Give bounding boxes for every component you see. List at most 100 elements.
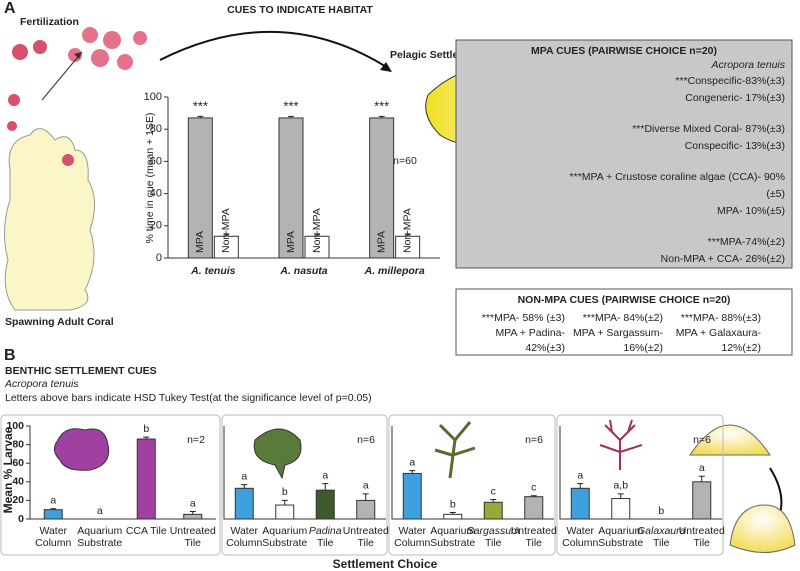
error-bar: [223, 233, 230, 237]
chart-subtitle: Acropora tenuis: [4, 378, 79, 390]
x-tick-label: Aquarium: [598, 525, 643, 537]
bar: [183, 513, 203, 520]
y-axis-label: Mean % Larvae: [1, 426, 15, 513]
series-label: Non-MPA: [311, 208, 323, 253]
box-line: MPA- 10%(±5): [717, 205, 785, 217]
box-line: ***MPA- 58% (±3): [482, 312, 565, 324]
significance-letter: a: [577, 469, 583, 481]
error-bar: [197, 115, 204, 118]
significance-letter: a: [241, 470, 247, 482]
box-line: Congeneric- 17%(±3): [685, 92, 785, 104]
header: CUES TO INDICATE HABITAT: [227, 4, 373, 16]
x-tick-label: Tile: [184, 537, 201, 549]
x-tick-label: Galaxaura: [637, 525, 686, 537]
y-tick-label: 40: [150, 188, 162, 200]
significance-letter: b: [450, 498, 456, 510]
significance-letter: b: [143, 423, 149, 435]
x-tick-label: A. millepora: [364, 265, 425, 277]
x-tick-label: Column: [35, 537, 71, 549]
x-tick-label: Untreated: [511, 525, 557, 537]
series-label: Non-MPA: [401, 208, 413, 253]
x-tick-label: Tile: [653, 537, 670, 549]
box-line: 16%(±2): [623, 342, 663, 354]
box-subtitle: Acropora tenuis: [710, 59, 785, 71]
significance-letter: a: [97, 505, 103, 517]
bar: [356, 499, 376, 520]
bar: [43, 509, 63, 520]
x-tick-label: Untreated: [170, 525, 216, 537]
panel-label: A: [4, 0, 16, 17]
significance-letter: c: [531, 482, 536, 494]
y-tick-label: 0: [18, 513, 24, 525]
significance-letter: a: [409, 456, 415, 468]
bar: [443, 513, 463, 520]
bar: [692, 481, 712, 520]
illustration-label: Fertilization: [20, 16, 79, 28]
error-bar: [322, 483, 329, 491]
error-bar: [530, 495, 537, 497]
box-line: MPA + Galaxaura-: [676, 327, 762, 339]
y-tick-label: 100: [6, 420, 24, 432]
error-bar: [281, 499, 288, 506]
chart-title: BENTHIC SETTLEMENT CUES: [5, 365, 157, 377]
error-bar: [50, 508, 57, 510]
box-line: MPA + Sargassum-: [573, 327, 663, 339]
mpa-box: [455, 39, 793, 269]
error-bar: [241, 484, 248, 489]
series-label: MPA: [375, 231, 387, 253]
significance: ***: [374, 98, 389, 113]
significance-letter: a: [363, 480, 369, 492]
significance: ***: [193, 98, 208, 113]
y-tick-label: 20: [150, 220, 162, 232]
box-line: 42%(±3): [525, 342, 565, 354]
box-line: Non-MPA + CCA- 26%(±2): [661, 253, 785, 265]
x-tick-label: Substrate: [262, 537, 307, 549]
illustration-label: Spawning Adult Coral: [5, 316, 114, 328]
icon: [253, 428, 302, 480]
n-label: n=6: [357, 434, 375, 446]
frame: [0, 414, 221, 556]
significance-letter: a: [190, 497, 196, 509]
x-tick-label: Aquarium: [430, 525, 475, 537]
x-tick-label: Tile: [693, 537, 710, 549]
box-title: NON-MPA CUES (PAIRWISE CHOICE n=20): [518, 294, 731, 306]
y-tick-label: 100: [144, 91, 162, 103]
series-label: MPA: [194, 231, 206, 253]
y-tick-label: 60: [150, 155, 162, 167]
x-tick-label: Substrate: [430, 537, 475, 549]
x-tick-label: CCA Tile: [126, 525, 167, 537]
error-bar: [189, 511, 196, 515]
x-tick-label: Water: [230, 525, 258, 537]
error-bar: [378, 115, 385, 118]
x-tick-label: Water: [566, 525, 594, 537]
box-line: ***MPA + Crustose coraline algae (CCA)- …: [570, 171, 785, 183]
axis: [559, 426, 722, 520]
chart-note: Letters above bars indicate HSD Tukey Te…: [5, 392, 372, 404]
x-tick-label: Untreated: [679, 525, 725, 537]
significance-letter: a: [322, 469, 328, 481]
y-tick-label: 60: [12, 457, 24, 469]
bar: [136, 438, 156, 520]
n-label: n=60: [393, 155, 417, 167]
significance-letter: b: [658, 505, 664, 517]
significance-letter: c: [491, 485, 496, 497]
x-tick-label: Sargassum: [467, 525, 520, 537]
box-line: (±5): [766, 188, 785, 200]
x-tick-label: Tile: [357, 537, 374, 549]
significance: ***: [283, 98, 298, 113]
bar: [234, 487, 254, 520]
bar: [187, 117, 213, 259]
error-bar: [577, 483, 584, 489]
x-tick-label: Column: [226, 537, 262, 549]
x-tick-label: Substrate: [77, 537, 122, 549]
box-line: ***MPA- 88%(±3): [681, 312, 761, 324]
y-axis-label: % time in cue (mean + 1SE): [144, 112, 156, 243]
icon: [599, 419, 643, 470]
x-tick-label: Aquarium: [77, 525, 122, 537]
error-bar: [617, 493, 624, 499]
box-line: ***Conspecific-83%(±3): [675, 75, 785, 87]
box-line: 12%(±2): [721, 342, 761, 354]
y-tick-label: 80: [150, 123, 162, 135]
frame: [556, 414, 724, 556]
x-tick-label: Aquarium: [262, 525, 307, 537]
